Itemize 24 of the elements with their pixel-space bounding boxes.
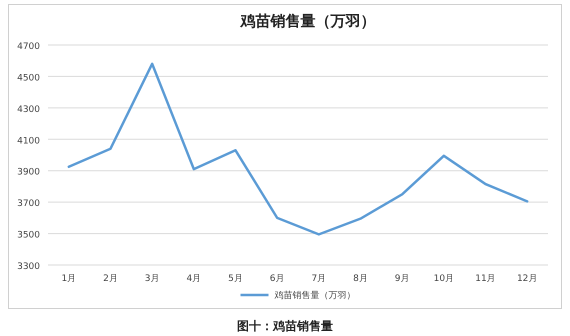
text: 图十：鸡苗销售量	[237, 319, 333, 333]
y-tick-label: 4500	[17, 73, 40, 84]
line-series	[68, 62, 528, 236]
chart-title: 鸡苗销售量（万羽）	[240, 12, 376, 30]
x-tick-label: 2月	[103, 274, 118, 284]
y-tick-label: 3900	[17, 168, 40, 178]
x-tick-label: 12月	[516, 274, 538, 284]
y-tick-label: 3700	[17, 199, 40, 210]
x-tick-label: 3月	[144, 274, 160, 284]
y-tick-label: 4300	[17, 104, 40, 115]
y-tick-label: 4700	[17, 42, 40, 52]
x-tick-label: 7月	[311, 274, 326, 284]
x-tick-label: 8月	[353, 274, 368, 284]
y-tick-label: 3300	[17, 262, 40, 272]
y-tick-label: 4100	[17, 136, 40, 146]
x-tick-label: 9月	[394, 274, 410, 284]
x-tick-label: 10月	[434, 274, 454, 284]
x-tick-label: 11月	[475, 274, 496, 284]
x-tick-label: 5月	[228, 274, 243, 284]
y-tick-label: 3500	[17, 230, 40, 241]
x-tick-label: 1月	[61, 274, 76, 284]
legend-label: 鸡苗销售量（万羽）	[274, 290, 356, 301]
x-tick-label: 4月	[186, 274, 202, 284]
x-tick-label: 6月	[270, 274, 285, 284]
